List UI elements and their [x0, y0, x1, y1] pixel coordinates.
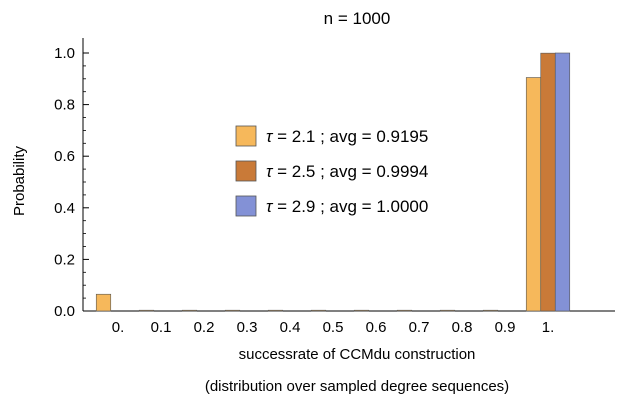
- y-axis-label: Probability: [11, 145, 28, 216]
- bar: [95, 293, 112, 312]
- x-tick-label: 0.4: [280, 319, 301, 336]
- x-tick-label: 0.7: [409, 319, 430, 336]
- x-axis-label: successrate of CCMdu construction: [239, 346, 476, 363]
- legend-swatch: [235, 195, 257, 217]
- legend-tau-symbol: τ: [266, 197, 274, 216]
- bar: [525, 77, 542, 312]
- legend-text: = 2.1 ; avg = 0.9195: [272, 127, 428, 146]
- x-tick-label: 0.2: [194, 319, 215, 336]
- x-tick-label: 0.3: [237, 319, 258, 336]
- y-tick-label: 1.0: [54, 45, 75, 62]
- y-tick-label: 0.0: [54, 303, 75, 320]
- y-tick-label: 0.6: [54, 148, 75, 165]
- y-tick-label: 0.2: [54, 251, 75, 268]
- legend-entry: τ = 2.1 ; avg = 0.9195: [266, 127, 428, 146]
- chart-title: n = 1000: [324, 9, 391, 28]
- bar: [310, 309, 327, 312]
- legend-tau-symbol: τ: [266, 127, 274, 146]
- bar: [540, 52, 556, 312]
- plot-area: 0.0 0.2 0.4 0.6 0.8 1.0 0. 0.1 0.2 0.3 0.4 0.5 0.6 0.…: [54, 38, 615, 336]
- bar: [554, 52, 571, 312]
- bar: [396, 309, 413, 312]
- legend-tau-symbol: τ: [266, 162, 274, 181]
- x-tick-label: 0.5: [323, 319, 344, 336]
- bar: [138, 309, 155, 312]
- legend-entry: τ = 2.5 ; avg = 0.9994: [266, 162, 428, 181]
- bar: [181, 309, 198, 312]
- legend-swatch: [235, 160, 257, 182]
- legend-swatch: [235, 125, 257, 147]
- x-tick-label: 0.8: [452, 319, 473, 336]
- x-tick-label: 0.1: [151, 319, 172, 336]
- x-tick-label: 0.6: [366, 319, 387, 336]
- bar: [224, 309, 241, 312]
- bar: [482, 309, 499, 312]
- x-tick-label: 0.9: [495, 319, 516, 336]
- y-tick-label: 0.8: [54, 97, 75, 114]
- y-tick-label: 0.4: [54, 200, 75, 217]
- x-tick-label: 0.: [112, 319, 125, 336]
- legend-text: = 2.9 ; avg = 1.0000: [272, 197, 428, 216]
- x-axis-sublabel: (distribution over sampled degree sequen…: [205, 378, 509, 395]
- x-tick-label: 1.: [542, 319, 555, 336]
- bar: [439, 309, 456, 312]
- bar: [353, 309, 370, 312]
- legend-text: = 2.5 ; avg = 0.9994: [272, 162, 428, 181]
- legend-entry: τ = 2.9 ; avg = 1.0000: [266, 197, 428, 216]
- bar: [267, 309, 284, 312]
